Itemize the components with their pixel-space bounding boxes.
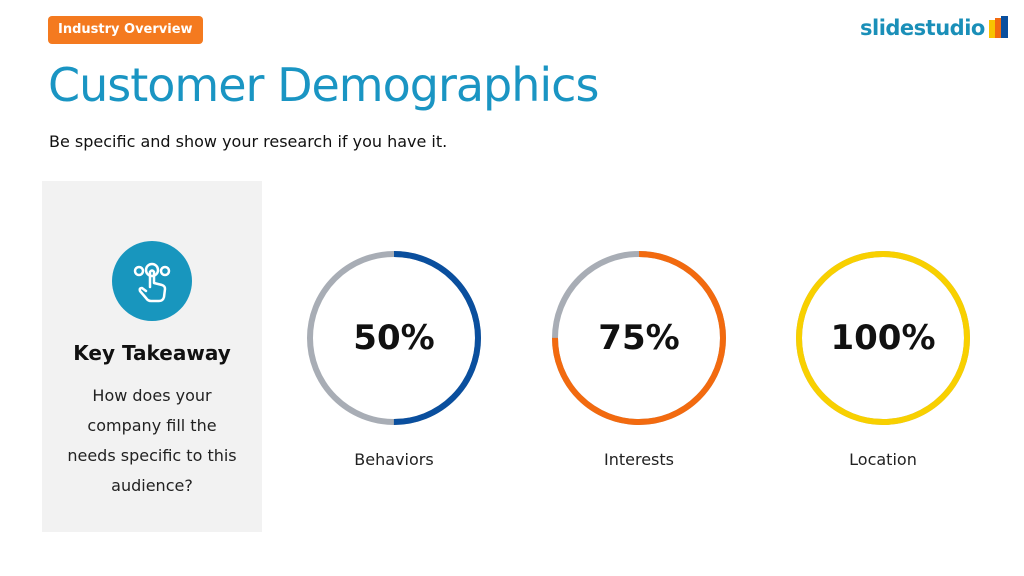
logo-icon [988,16,1008,38]
logo: slidestudio [860,16,1009,40]
page-title: Customer Demographics [48,58,599,112]
stat-value: 50% [353,318,435,358]
stat-value: 100% [830,318,936,358]
ring-fill [552,251,726,425]
stat-value: 75% [598,318,680,358]
key-takeaway-panel: Key Takeaway How does your company fill … [42,181,262,532]
key-takeaway-body: How does your company fill the needs spe… [67,386,237,495]
page-subtitle: Be specific and show your research if yo… [49,132,448,151]
key-takeaway-title: Key Takeaway [73,341,231,365]
hand-tap-icon [112,241,192,321]
section-badge: Industry Overview [48,16,203,44]
progress-ring [796,251,970,425]
logo-text: slidestudio [860,16,985,40]
progress-ring [552,251,726,425]
ring-fill [307,251,481,425]
ring-fill [796,251,970,425]
stat-label: Behaviors [354,450,434,469]
stat-label: Interests [604,450,674,469]
progress-ring [307,251,481,425]
stat-label: Location [849,450,917,469]
